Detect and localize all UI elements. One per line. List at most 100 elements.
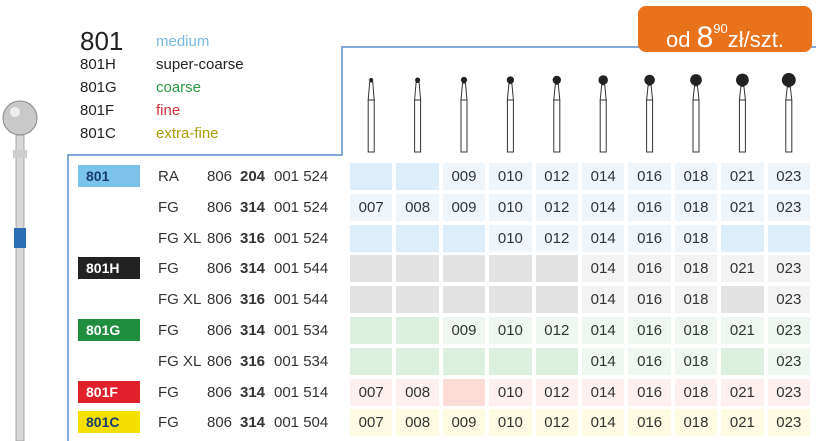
size-cell: [442, 378, 486, 406]
size-cell: 007: [350, 409, 393, 437]
size-cell: 009: [442, 409, 486, 437]
catalog-suffix: 001 534: [274, 352, 329, 370]
catalog-code: 314: [240, 414, 266, 432]
catalog-prefix: 806: [207, 322, 233, 339]
size-cell: 008: [396, 409, 439, 437]
catalog-suffix: 001 524: [274, 198, 329, 216]
size-cell: 012: [535, 378, 578, 406]
size-cell: 016: [628, 317, 671, 344]
size-cell: 021: [721, 163, 764, 190]
size-cell: 018: [674, 224, 718, 252]
legend-code: 801H: [80, 56, 116, 73]
size-cell: [489, 286, 532, 314]
legend-grade: super-coarse: [156, 56, 244, 73]
shank-type: FG: [158, 260, 179, 278]
size-cell: 018: [674, 347, 718, 375]
bur-icon: [644, 74, 655, 153]
size-cell: 023: [767, 193, 810, 221]
size-cell: 009: [442, 163, 486, 190]
size-cell: 018: [674, 255, 718, 283]
size-cell: 018: [674, 193, 718, 221]
bur-icon: [552, 75, 561, 153]
bur-icon: [736, 73, 749, 153]
catalog-prefix: 806: [207, 383, 233, 401]
catalog-suffix: 001 534: [274, 322, 329, 339]
size-cell: [442, 286, 486, 314]
size-cell: [396, 286, 439, 314]
size-cell: [721, 286, 764, 314]
price-prefix: od: [666, 27, 691, 52]
shank-type: FG XL: [158, 291, 202, 309]
size-cell: 014: [582, 163, 625, 190]
size-cell: [489, 347, 532, 375]
legend-grade: fine: [156, 102, 181, 119]
size-cell: 023: [767, 378, 810, 406]
shank-type: FG XL: [158, 352, 202, 370]
catalog-code: 314: [240, 260, 266, 278]
catalog-code: 204: [240, 168, 266, 185]
size-cell: 009: [442, 193, 486, 221]
catalog-suffix: 001 514: [274, 383, 329, 401]
size-cell: 008: [396, 378, 439, 406]
size-cell: [535, 255, 578, 283]
catalog-suffix: 001 524: [274, 168, 329, 185]
size-cell: 021: [721, 255, 764, 283]
price-sup: 90: [713, 21, 728, 36]
catalog-prefix: 806: [207, 414, 233, 432]
catalog-prefix: 806: [207, 229, 233, 247]
size-cell: 014: [582, 317, 625, 344]
shank-type: FG: [158, 198, 179, 216]
size-cell: [350, 224, 393, 252]
size-cell: 016: [628, 409, 671, 437]
size-cell: 023: [767, 286, 810, 314]
size-cell: 021: [721, 317, 764, 344]
bur-icon: [690, 74, 702, 153]
catalog-prefix: 806: [207, 198, 233, 216]
size-cell: 012: [535, 193, 578, 221]
size-cell: [721, 347, 764, 375]
size-cell: [721, 224, 764, 252]
legend-grade: coarse: [156, 79, 202, 96]
size-cell: [350, 286, 393, 314]
size-cell: 014: [582, 409, 625, 437]
size-cell: 023: [767, 255, 810, 283]
size-cell: 010: [489, 378, 532, 406]
shank-type: FG XL: [158, 229, 202, 247]
size-cell: [442, 255, 486, 283]
legend-code: 801: [80, 26, 124, 56]
size-cell: 014: [582, 193, 625, 221]
size-cell: 023: [767, 347, 810, 375]
bur-icon: [781, 73, 796, 153]
size-cell: 014: [582, 224, 625, 252]
shank-type: RA: [158, 168, 179, 185]
size-cell: [396, 255, 439, 283]
size-cell: 021: [721, 193, 764, 221]
size-cell: 010: [489, 224, 532, 252]
price-badge: od 890zł/szt.: [638, 6, 812, 54]
size-cell: 016: [628, 378, 671, 406]
variant-badge: 801H: [78, 257, 140, 280]
bur-icon: [598, 75, 608, 153]
size-cell: 023: [767, 317, 810, 344]
size-cell: 018: [674, 286, 718, 314]
size-cell: 007: [350, 193, 393, 221]
size-cell: 009: [442, 317, 486, 344]
catalog-prefix: 806: [207, 168, 233, 185]
size-cell: [350, 347, 393, 375]
shank-type: FG: [158, 322, 179, 339]
catalog-code: 316: [240, 291, 266, 309]
size-cell: 007: [350, 378, 393, 406]
catalog-prefix: 806: [207, 260, 233, 278]
size-cell: 023: [767, 409, 810, 437]
size-cell: 014: [582, 255, 625, 283]
catalog-prefix: 806: [207, 291, 233, 309]
size-cell: 008: [396, 193, 439, 221]
size-cell: 016: [628, 255, 671, 283]
size-cell: [442, 224, 486, 252]
size-cell: [396, 347, 439, 375]
size-cell: 016: [628, 347, 671, 375]
catalog-suffix: 001 524: [274, 229, 329, 247]
catalog-code: 316: [240, 229, 266, 247]
